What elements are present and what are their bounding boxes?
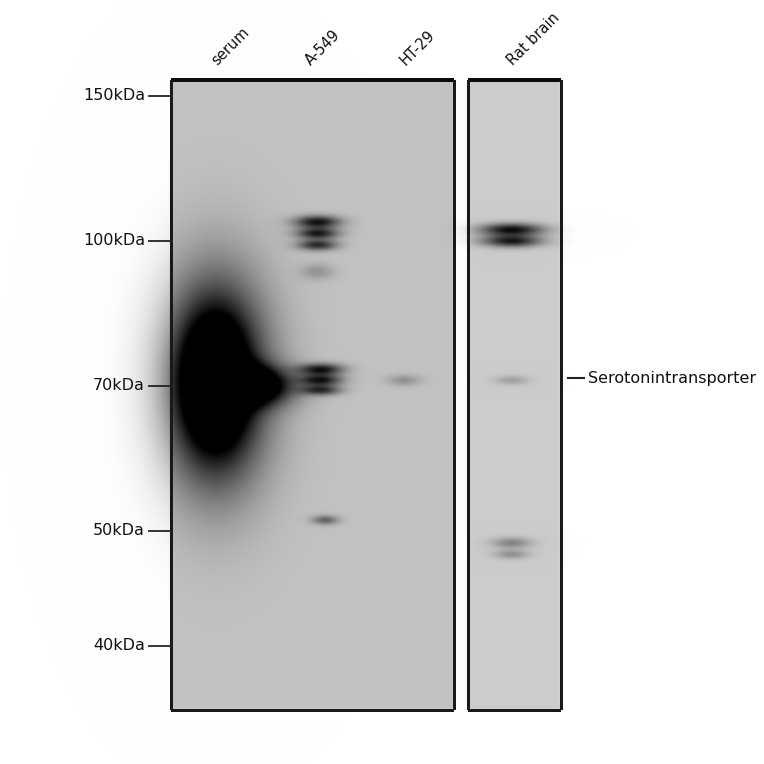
Text: 40kDa: 40kDa <box>93 638 145 653</box>
Text: 100kDa: 100kDa <box>83 233 145 248</box>
Text: HT-29: HT-29 <box>397 28 438 69</box>
Text: 150kDa: 150kDa <box>83 88 145 103</box>
Text: 70kDa: 70kDa <box>93 378 145 393</box>
Text: 50kDa: 50kDa <box>93 523 145 539</box>
Text: serum: serum <box>209 25 252 69</box>
Text: A-549: A-549 <box>303 28 344 69</box>
Text: Rat brain: Rat brain <box>504 11 562 69</box>
Text: Serotonintransporter: Serotonintransporter <box>588 371 756 386</box>
